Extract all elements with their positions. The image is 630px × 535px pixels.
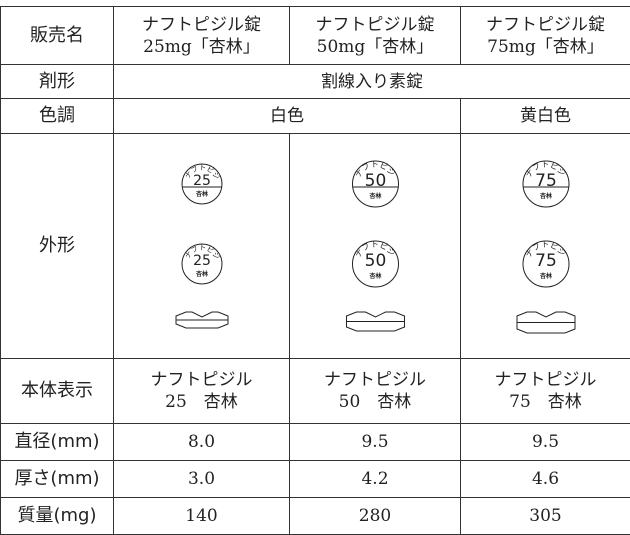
value-cell: 4.6 bbox=[461, 461, 630, 498]
marking-code: 75 杏林 bbox=[461, 391, 630, 413]
imprint-maker: 杏林 bbox=[538, 272, 551, 280]
dosage-row: 剤形 割線入り素錠 bbox=[1, 65, 630, 99]
imprint-maker: 杏林 bbox=[194, 190, 207, 198]
value-cell: 9.5 bbox=[461, 424, 630, 461]
row-label: 直径(mm) bbox=[1, 424, 114, 461]
marking-name: ナフトピジル bbox=[114, 369, 289, 391]
tablet-drawing: ナフトピジル75杏林ナフトピジル75杏林 bbox=[462, 134, 630, 352]
header-label: 販売名 bbox=[1, 7, 114, 65]
product-name: ナフトピジル錠 bbox=[290, 14, 460, 36]
imprint-number: 25 bbox=[193, 173, 211, 189]
row-label: 色調 bbox=[1, 99, 114, 134]
tablet-drawing: ナフトピジル25杏林ナフトピジル25杏林 bbox=[115, 134, 289, 352]
row-label: 剤形 bbox=[1, 65, 114, 99]
diameter-row: 直径(mm) 8.0 9.5 9.5 bbox=[1, 424, 630, 461]
imprint-number: 25 bbox=[193, 253, 211, 269]
marking-code: 50 杏林 bbox=[290, 391, 460, 413]
imprint-maker: 杏林 bbox=[538, 192, 551, 200]
imprint-number: 75 bbox=[535, 251, 557, 271]
appearance-cell: ナフトピジル25杏林ナフトピジル25杏林 bbox=[114, 134, 290, 359]
marking-name: ナフトピジル bbox=[461, 369, 630, 391]
row-label: 本体表示 bbox=[1, 359, 114, 424]
product-strength: 25mg「杏林」 bbox=[114, 36, 289, 58]
product-strength: 50mg「杏林」 bbox=[290, 36, 460, 58]
imprint-number: 75 bbox=[535, 171, 557, 191]
dosage-value: 割線入り素錠 bbox=[114, 65, 630, 99]
imprint-maker: 杏林 bbox=[368, 272, 381, 280]
appearance-row: 外形 ナフトピジル25杏林ナフトピジル25杏林 ナフトピジル50杏林ナフトピジル… bbox=[1, 134, 630, 359]
marking-name: ナフトピジル bbox=[290, 369, 460, 391]
imprint-maker: 杏林 bbox=[194, 270, 207, 278]
tablet-drawing: ナフトピジル50杏林ナフトピジル50杏林 bbox=[291, 134, 460, 352]
imprint-number: 50 bbox=[364, 171, 386, 191]
value-cell: 4.2 bbox=[290, 461, 461, 498]
value-cell: 9.5 bbox=[290, 424, 461, 461]
marking-code: 25 杏林 bbox=[114, 391, 289, 413]
color-value: 白色 bbox=[114, 99, 461, 134]
value-cell: 3.0 bbox=[114, 461, 290, 498]
row-label: 外形 bbox=[1, 134, 114, 359]
row-label: 厚さ(mm) bbox=[1, 461, 114, 498]
imprint-number: 50 bbox=[364, 251, 386, 271]
value-cell: 8.0 bbox=[114, 424, 290, 461]
product-strength: 75mg「杏林」 bbox=[461, 36, 630, 58]
color-row: 色調 白色 黄白色 bbox=[1, 99, 630, 134]
appearance-cell: ナフトピジル50杏林ナフトピジル50杏林 bbox=[290, 134, 461, 359]
product-name: ナフトピジル錠 bbox=[461, 14, 630, 36]
color-value: 黄白色 bbox=[461, 99, 630, 134]
thickness-row: 厚さ(mm) 3.0 4.2 4.6 bbox=[1, 461, 630, 498]
imprint-maker: 杏林 bbox=[368, 192, 381, 200]
appearance-cell: ナフトピジル75杏林ナフトピジル75杏林 bbox=[461, 134, 630, 359]
product-name: ナフトピジル錠 bbox=[114, 14, 289, 36]
